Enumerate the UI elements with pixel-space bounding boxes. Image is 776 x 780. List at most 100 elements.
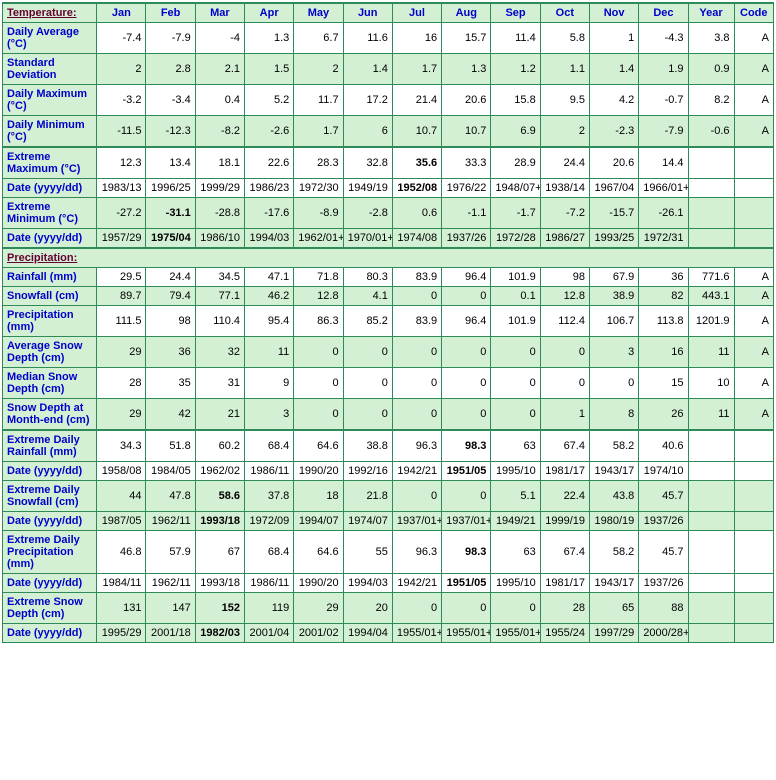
column-header: May [294, 3, 343, 23]
data-cell: 1943/17 [589, 574, 638, 593]
data-cell: 16 [392, 23, 441, 54]
data-cell: 2001/02 [294, 624, 343, 643]
data-cell: 65 [589, 593, 638, 624]
data-cell [734, 593, 773, 624]
data-cell: 1.3 [245, 23, 294, 54]
data-cell: 1975/04 [146, 229, 195, 249]
data-cell: 0 [392, 481, 441, 512]
data-cell: 28.9 [491, 147, 540, 179]
data-cell: 1942/21 [392, 574, 441, 593]
data-cell: 4.1 [343, 287, 392, 306]
row-label: Daily Average (°C) [3, 23, 97, 54]
data-cell: 98 [540, 268, 589, 287]
data-cell: 1984/11 [97, 574, 146, 593]
data-cell: 1.9 [639, 54, 688, 85]
data-cell: 11.4 [491, 23, 540, 54]
data-cell: 1996/25 [146, 179, 195, 198]
data-cell: -17.6 [245, 198, 294, 229]
data-cell [734, 229, 773, 249]
data-cell: 9 [245, 368, 294, 399]
data-cell: 32 [195, 337, 244, 368]
row-label: Daily Minimum (°C) [3, 116, 97, 148]
data-cell: 12.8 [540, 287, 589, 306]
column-header: Oct [540, 3, 589, 23]
data-cell [734, 531, 773, 574]
data-cell [734, 574, 773, 593]
data-cell: 58.2 [589, 531, 638, 574]
data-cell [688, 147, 734, 179]
section-header: Temperature: [3, 3, 97, 23]
data-cell: 1987/05 [97, 512, 146, 531]
data-cell: 0 [491, 368, 540, 399]
data-cell: 67 [195, 531, 244, 574]
data-cell: 1993/25 [589, 229, 638, 249]
data-cell: 2001/18 [146, 624, 195, 643]
data-cell: 1.7 [294, 116, 343, 148]
data-cell: 1 [540, 399, 589, 431]
data-cell: 9.5 [540, 85, 589, 116]
data-cell: 1999/29 [195, 179, 244, 198]
row-label: Precipitation (mm) [3, 306, 97, 337]
data-cell: 47.1 [245, 268, 294, 287]
data-cell: 771.6 [688, 268, 734, 287]
data-cell: 1943/17 [589, 462, 638, 481]
data-cell: 0 [343, 368, 392, 399]
data-cell: 131 [97, 593, 146, 624]
data-cell: 113.8 [639, 306, 688, 337]
section-header-link[interactable]: Temperature: [7, 7, 76, 19]
data-cell: 0 [392, 287, 441, 306]
data-cell: 1962/02 [195, 462, 244, 481]
data-cell: 22.6 [245, 147, 294, 179]
data-cell: 1986/27 [540, 229, 589, 249]
data-cell [688, 512, 734, 531]
data-cell: 29.5 [97, 268, 146, 287]
data-cell: 1986/23 [245, 179, 294, 198]
data-cell: 32.8 [343, 147, 392, 179]
data-cell: 0 [294, 368, 343, 399]
data-cell: 1201.9 [688, 306, 734, 337]
data-cell: 0 [442, 481, 491, 512]
data-cell: 96.4 [442, 268, 491, 287]
data-cell: 1981/17 [540, 574, 589, 593]
data-cell: 1972/09 [245, 512, 294, 531]
data-cell: 28.3 [294, 147, 343, 179]
data-cell: -28.8 [195, 198, 244, 229]
data-cell: -26.1 [639, 198, 688, 229]
data-cell: 89.7 [97, 287, 146, 306]
row-label: Date (yyyy/dd) [3, 229, 97, 249]
data-cell: 1976/22 [442, 179, 491, 198]
data-cell: 6.7 [294, 23, 343, 54]
data-cell: 60.2 [195, 430, 244, 462]
data-cell: -2.3 [589, 116, 638, 148]
data-cell: -11.5 [97, 116, 146, 148]
data-cell: 6 [343, 116, 392, 148]
data-cell [688, 179, 734, 198]
data-cell: 0 [392, 593, 441, 624]
data-cell: 10.7 [392, 116, 441, 148]
data-cell: 1962/01+ [294, 229, 343, 249]
data-cell: 1937/01+ [442, 512, 491, 531]
data-cell: A [734, 54, 773, 85]
data-cell [688, 229, 734, 249]
data-cell: 12.8 [294, 287, 343, 306]
data-cell: 28 [97, 368, 146, 399]
data-cell: 29 [294, 593, 343, 624]
column-header: Aug [442, 3, 491, 23]
data-cell: 1974/10 [639, 462, 688, 481]
data-cell: 1980/19 [589, 512, 638, 531]
section-header-link[interactable]: Precipitation: [7, 252, 77, 264]
data-cell: 1994/03 [245, 229, 294, 249]
row-label: Snowfall (cm) [3, 287, 97, 306]
data-cell: 147 [146, 593, 195, 624]
data-cell: 1972/30 [294, 179, 343, 198]
data-cell: 51.8 [146, 430, 195, 462]
column-header: Jan [97, 3, 146, 23]
data-cell: 55 [343, 531, 392, 574]
column-header: Dec [639, 3, 688, 23]
row-label: Average Snow Depth (cm) [3, 337, 97, 368]
data-cell: 83.9 [392, 306, 441, 337]
data-cell: 0 [294, 337, 343, 368]
data-cell: 1.3 [442, 54, 491, 85]
data-cell: 0 [442, 337, 491, 368]
data-cell: 1.5 [245, 54, 294, 85]
